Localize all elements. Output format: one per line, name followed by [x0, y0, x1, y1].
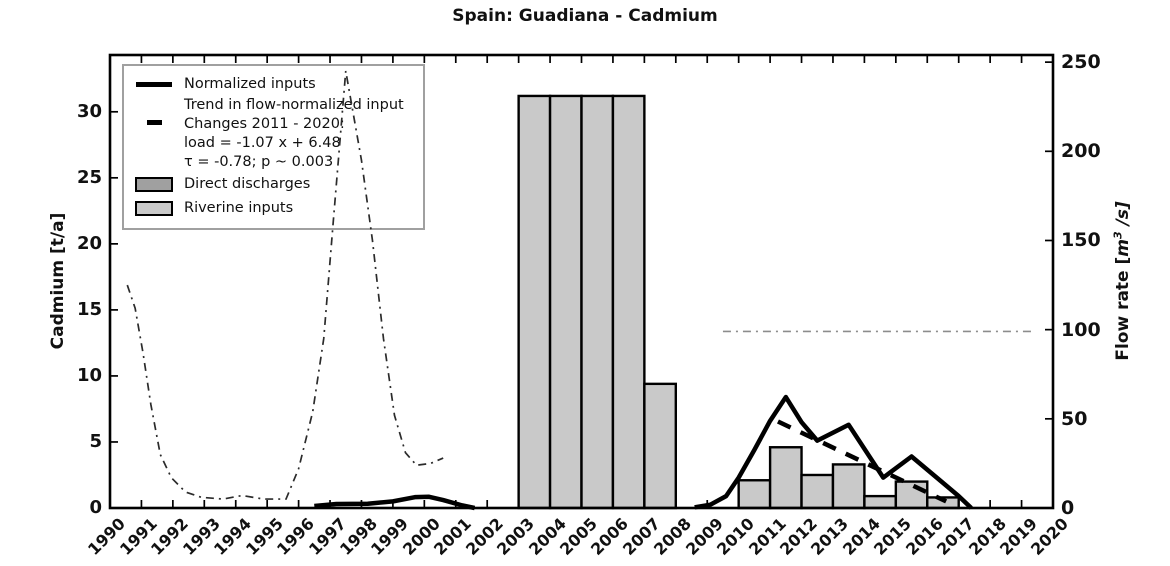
legend-label: Riverine inputs — [184, 200, 294, 216]
y-left-tick-label-0: 0 — [89, 497, 102, 518]
y-right-tick-label-250: 250 — [1061, 51, 1101, 74]
bar-riverine-2013 — [831, 463, 866, 510]
legend-item-trend: Trend in flow-normalized input Changes 2… — [132, 96, 415, 172]
y-right-tick-label-50: 50 — [1061, 407, 1088, 430]
y-left-tick-label-20: 20 — [76, 232, 102, 254]
legend-label: Normalized inputs — [184, 76, 316, 92]
bar-riverine-2003 — [517, 94, 552, 510]
legend-trend-text: Trend in flow-normalized input Changes 2… — [184, 96, 404, 172]
bar-riverine-2005 — [580, 94, 615, 510]
legend-box: Normalized inputs Trend in flow-normaliz… — [122, 64, 425, 230]
bar-riverine-2012 — [800, 473, 835, 510]
bar-riverine-2015 — [894, 480, 929, 510]
solid-line-swatch — [136, 81, 172, 87]
bar-riverine-2006 — [611, 94, 646, 510]
bar-riverine-2010 — [737, 479, 772, 510]
bar-riverine-2011 — [768, 446, 803, 510]
trend-line — [776, 419, 948, 504]
y-left-tick-label-5: 5 — [89, 430, 102, 452]
y-right-tick-label-200: 200 — [1061, 140, 1101, 163]
legend-item-riverine-inputs: Riverine inputs — [132, 196, 415, 220]
legend-label: Direct discharges — [184, 176, 311, 192]
legend-trend-line4: τ = -0.78; p ~ 0.003 — [184, 154, 334, 170]
normalized-inputs-line-1 — [694, 394, 973, 510]
y-left-tick-label-10: 10 — [76, 364, 102, 386]
bar-riverine-2014 — [863, 494, 898, 510]
bar-riverine-2007 — [643, 382, 677, 510]
riverine-inputs-swatch — [135, 200, 173, 216]
y-left-tick-label-30: 30 — [76, 100, 102, 122]
legend-trend-line3: load = -1.07 x + 6.48 — [184, 135, 341, 151]
legend-trend-line1: Trend in flow-normalized input — [184, 97, 404, 113]
legend-item-normalized-inputs: Normalized inputs — [132, 72, 415, 96]
dashed-line-swatch — [146, 120, 162, 125]
bar-riverine-2004 — [548, 94, 583, 510]
y-right-tick-label-0: 0 — [1061, 497, 1075, 519]
legend-item-direct-discharges: Direct discharges — [132, 172, 415, 196]
direct-discharges-swatch — [135, 176, 173, 192]
y-left-tick-label-15: 15 — [76, 298, 102, 320]
y-right-tick-label-150: 150 — [1061, 229, 1101, 252]
normalized-inputs-line-0 — [314, 494, 476, 511]
legend-trend-line2: Changes 2011 - 2020: — [184, 116, 345, 132]
y-left-tick-label-25: 25 — [76, 166, 102, 188]
chart-title: Spain: Guadiana - Cadmium — [452, 6, 718, 26]
y-right-tick-label-100: 100 — [1061, 318, 1101, 341]
